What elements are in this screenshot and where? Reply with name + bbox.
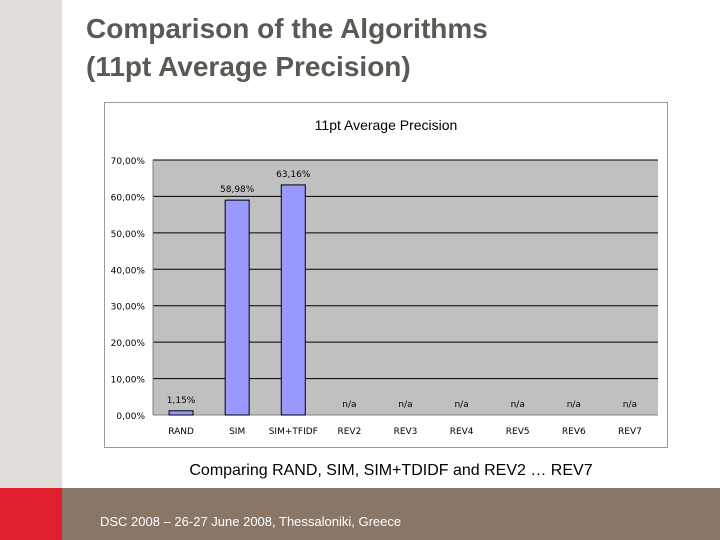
- data-label: 1,15%: [167, 396, 196, 406]
- data-label: 63,16%: [276, 170, 311, 180]
- data-label: n/a: [511, 400, 525, 410]
- slide-title-line-2: (11pt Average Precision): [86, 51, 411, 82]
- chart-caption: Comparing RAND, SIM, SIM+TDIDF and REV2 …: [189, 462, 593, 479]
- data-label: n/a: [454, 400, 468, 410]
- y-tick-label: 40,00%: [111, 266, 146, 276]
- y-tick-label: 50,00%: [111, 230, 146, 240]
- y-tick-label: 20,00%: [111, 339, 146, 349]
- chart-title: 11pt Average Precision: [314, 117, 458, 133]
- x-tick-label: REV3: [394, 427, 418, 437]
- y-tick-label: 10,00%: [111, 376, 146, 386]
- slide-title: Comparison of the Algorithms (11pt Avera…: [86, 10, 488, 86]
- data-label: n/a: [398, 400, 412, 410]
- footer-bar: [62, 488, 720, 540]
- bar: [280, 184, 306, 416]
- data-label: n/a: [342, 400, 356, 410]
- y-tick-label: 30,00%: [111, 303, 146, 313]
- left-decor-strip: [0, 0, 62, 540]
- x-tick-label: REV2: [337, 427, 361, 437]
- x-tick-label: REV5: [506, 427, 530, 437]
- y-tick-label: 70,00%: [111, 157, 146, 167]
- y-tick-label: 60,00%: [111, 193, 146, 203]
- x-tick-label: RAND: [168, 427, 194, 437]
- x-tick-label: SIM: [229, 427, 245, 437]
- footer-text: DSC 2008 – 26-27 June 2008, Thessaloniki…: [100, 514, 402, 529]
- bar: [224, 199, 250, 416]
- data-label: 58,98%: [220, 185, 255, 195]
- x-tick-label: REV7: [618, 427, 642, 437]
- x-tick-label: REV4: [450, 427, 474, 437]
- bar: [168, 410, 194, 416]
- data-label: n/a: [623, 400, 637, 410]
- x-tick-label: REV6: [562, 427, 586, 437]
- x-tick-label: SIM+TFIDF: [269, 427, 318, 437]
- slide-title-line-1: Comparison of the Algorithms: [86, 13, 488, 44]
- y-tick-label: 0,00%: [116, 412, 145, 422]
- left-accent-block: [0, 488, 62, 540]
- data-label: n/a: [567, 400, 581, 410]
